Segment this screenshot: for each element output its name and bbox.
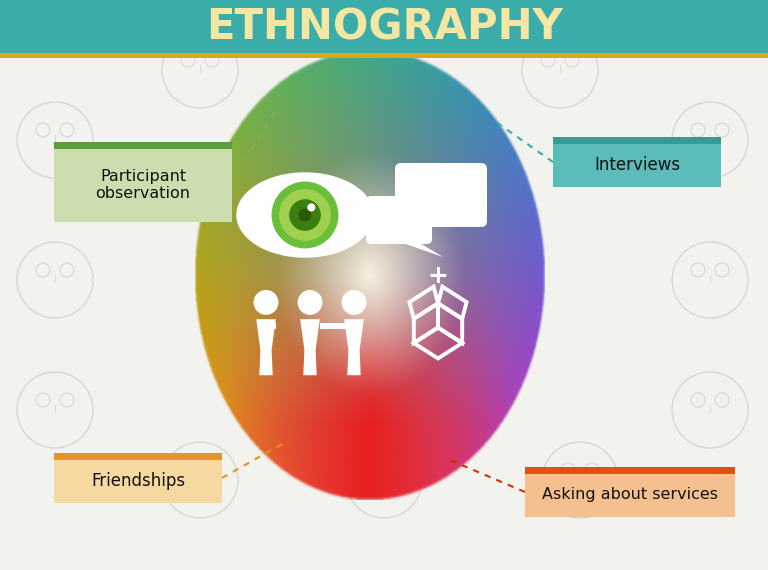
Text: Friendships: Friendships [91,472,185,490]
Bar [54,453,222,460]
Bar [54,142,232,149]
FancyBboxPatch shape [366,196,432,244]
Bar [54,142,232,222]
Bar [525,467,735,474]
Circle shape [272,182,338,248]
Polygon shape [347,350,356,375]
Polygon shape [237,173,373,257]
Circle shape [308,204,315,211]
Circle shape [290,200,320,230]
Polygon shape [258,323,276,329]
Bar [54,453,222,503]
Polygon shape [300,319,319,350]
Polygon shape [263,350,273,375]
Bar [0,0,768,55]
Bar [553,137,721,187]
Bar [525,467,735,517]
Circle shape [298,291,322,314]
Text: +: + [428,264,449,288]
Polygon shape [303,350,313,375]
Polygon shape [260,350,268,375]
Bar [553,137,721,144]
Polygon shape [257,319,276,350]
Polygon shape [344,319,364,350]
Circle shape [254,291,278,314]
Polygon shape [383,221,435,245]
Circle shape [343,291,366,314]
Polygon shape [391,239,443,257]
Polygon shape [352,350,361,375]
Text: Interviews: Interviews [594,156,680,174]
Polygon shape [308,350,316,375]
Bar [0,53,768,58]
Circle shape [299,209,311,221]
Polygon shape [319,323,346,329]
Text: Asking about services: Asking about services [542,487,718,503]
Circle shape [280,190,330,240]
FancyBboxPatch shape [395,163,487,227]
Text: ETHNOGRAPHY: ETHNOGRAPHY [206,6,562,48]
Text: Participant
observation: Participant observation [95,169,190,201]
